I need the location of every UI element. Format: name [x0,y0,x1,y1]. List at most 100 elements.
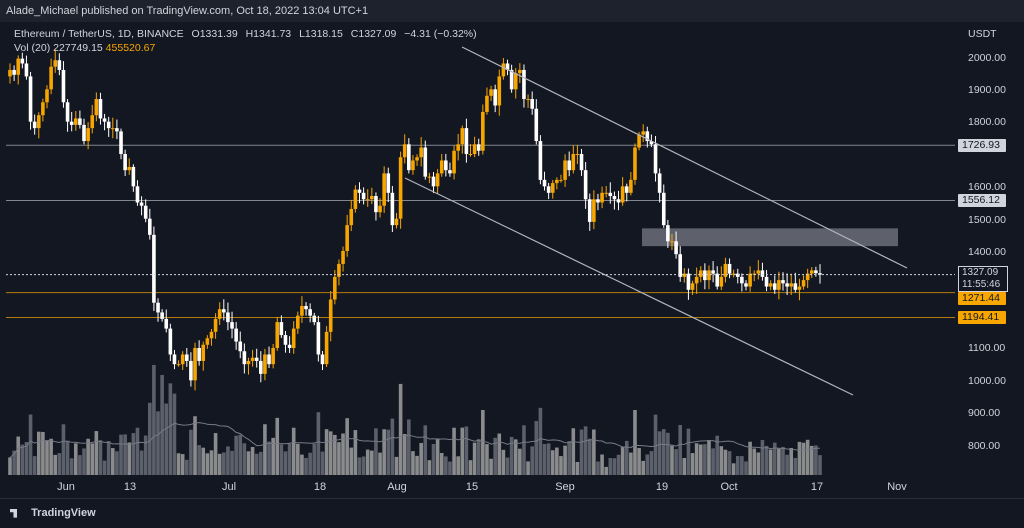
candle-body [24,63,29,77]
volume-legend: Vol (20) 227749.15 455520.67 [14,42,155,54]
candle-body [448,170,452,174]
candle-body [164,318,169,329]
volume-bar [431,443,436,475]
candle-body [571,154,576,171]
candle-body [481,111,485,151]
candle-body [139,202,144,206]
volume-bar [324,429,329,475]
volume-bar [789,447,794,475]
candle-body [53,60,58,67]
candle-body [633,147,637,180]
level-tag-1726: 1726.93 [958,139,1006,152]
candle-body [259,360,263,374]
volume-bar [147,402,152,475]
volume-bar [661,429,666,475]
candle-body [526,99,530,101]
candle-body [176,364,181,366]
candle-body [205,338,210,345]
volume-bar [98,440,103,475]
candle-body [423,147,428,177]
volume-bar [110,448,115,475]
candle-body [485,95,489,112]
candle-body [283,335,288,345]
volume-bar [768,449,773,475]
candle-body [209,331,214,339]
volume-bar [180,454,185,475]
symbol-name[interactable]: Ethereum / TetherUS, 1D, BINANCE [14,28,184,40]
ohlc-open: O1331.39 [191,28,238,40]
volume-bars [8,365,822,475]
candle-body [234,328,238,342]
volume-bar [448,461,452,475]
candle-body [316,322,321,355]
candle-body [382,173,386,206]
candle-body [563,160,567,180]
publisher-bar: Alade_Michael published on TradingView.c… [0,0,1024,22]
volume-bar [764,445,769,475]
candle-body [797,286,802,290]
volume-bar [411,451,415,475]
descending-channel [404,46,908,396]
candle-body [809,270,814,274]
candle-body [143,205,148,219]
volume-bar [73,443,78,475]
candle-body [678,254,683,277]
channel-lower-line [404,177,854,396]
volume-bar [534,421,539,475]
tradingview-logo[interactable]: TradingView [10,507,96,519]
volume-bar [624,440,629,475]
candle-body [415,157,419,161]
candle-body [489,89,493,96]
candle-body [73,118,78,125]
volume-bar [505,457,510,475]
volume-bar [370,450,374,475]
price-tick: 1800.00 [968,116,1006,128]
volume-bar [86,438,90,475]
volume-bar [513,439,518,475]
candle-body [772,283,777,290]
volume-bar [115,451,119,475]
candle-body [431,176,436,187]
volume-bar [645,454,650,475]
volume-bar [361,456,366,475]
ohlc-low: L1318.15 [299,28,343,40]
volume-bar [785,454,789,475]
candle-body [612,196,617,200]
candle-body [394,218,399,226]
volume-bar [160,374,164,475]
volume-bar [555,447,559,475]
volume-bar [226,446,230,475]
volume-label[interactable]: Vol (20) [14,42,51,54]
candle-body [727,263,732,274]
candle-body [740,276,744,284]
volume-bar [8,457,12,475]
candle-body [468,154,473,155]
volume-bar [168,383,173,475]
volume-bar [575,461,580,475]
volume-bar [707,439,711,475]
candle-body [711,270,715,274]
candle-body [349,208,354,226]
candle-body [559,179,563,181]
volume-bar [139,450,144,475]
candle-body [82,124,86,142]
candle-body [476,144,481,151]
volume-bar [489,458,493,475]
candle-body [579,154,584,171]
volume-bar [106,441,111,475]
time-tick: Jun [57,481,75,493]
volume-bar [682,458,687,475]
volume-bar [90,443,95,475]
price-tick: 1000.00 [968,375,1006,387]
candle-body [94,99,99,116]
volume-bar [633,410,637,475]
volume-bar [818,455,822,475]
volume-bar [608,458,613,475]
volume-bar [735,456,740,475]
volume-bar [731,463,736,475]
candle-body [271,348,275,365]
candle-body [522,69,526,100]
volume-bar [439,452,444,475]
candle-body [600,192,604,203]
